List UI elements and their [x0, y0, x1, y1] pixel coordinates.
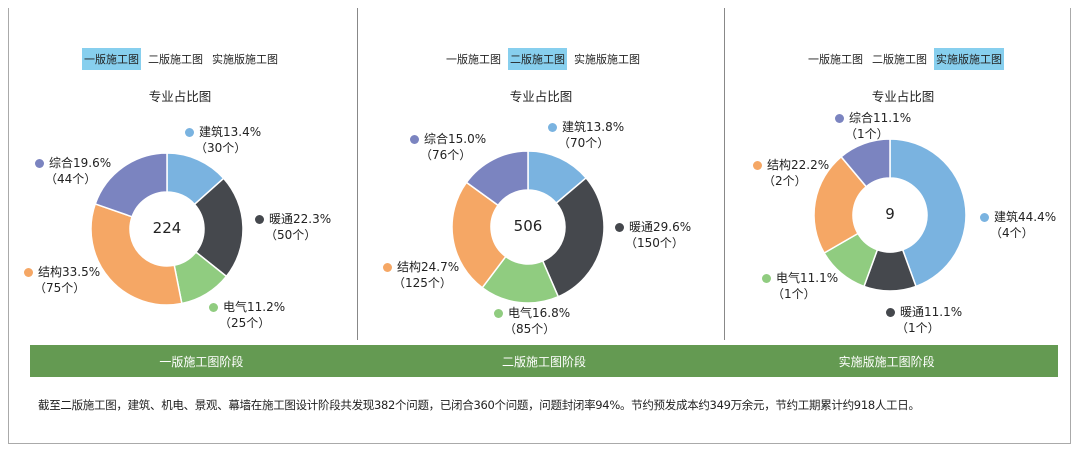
- slice-count: （85个）: [504, 322, 556, 336]
- legend-dot: [185, 128, 194, 137]
- slice-label: 暖通22.3% （50个）: [265, 211, 332, 243]
- slice-label: 暖通11.1% （1个）: [896, 304, 963, 336]
- slice-name-percent: 结构22.2%: [767, 158, 830, 172]
- slice-count: （1个）: [896, 321, 940, 335]
- slice-name-percent: 结构24.7%: [397, 260, 460, 274]
- chart-title: 专业占比图: [509, 89, 573, 104]
- legend-dot: [835, 114, 844, 123]
- chart-tabs: 一版施工图 二版施工图 实施版施工图: [444, 48, 642, 70]
- slice-label: 结构33.5% （75个）: [34, 264, 101, 296]
- legend-dot: [209, 303, 218, 312]
- slice-label: 综合19.6% （44个）: [45, 155, 112, 187]
- divider: [357, 8, 358, 340]
- slice-count: （30个）: [195, 141, 247, 155]
- slice-暖通: [541, 176, 605, 298]
- slice-结构: [90, 202, 183, 306]
- stage-label: 二版施工图阶段: [502, 354, 587, 369]
- slice-count: （44个）: [45, 172, 97, 186]
- slice-name-percent: 综合15.0%: [424, 132, 487, 146]
- slice-name-percent: 暖通11.1%: [900, 305, 963, 319]
- legend-dot: [255, 215, 264, 224]
- chart-title: 专业占比图: [148, 89, 212, 104]
- slice-count: （4个）: [990, 226, 1034, 240]
- tab-2[interactable]: 实施版施工图: [212, 53, 278, 66]
- donut-total: 224: [152, 219, 182, 237]
- chart-tabs: 一版施工图 二版施工图 实施版施工图: [82, 48, 280, 70]
- slice-综合: [94, 152, 168, 218]
- legend-dot: [24, 268, 33, 277]
- stage-bar: 一版施工图阶段 二版施工图阶段 实施版施工图阶段: [30, 345, 1058, 377]
- legend-dot: [615, 223, 624, 232]
- legend-dot: [980, 213, 989, 222]
- slice-综合: [840, 138, 891, 188]
- legend-dot: [548, 123, 557, 132]
- tab-0[interactable]: 一版施工图: [808, 53, 863, 66]
- slice-count: （75个）: [34, 281, 86, 295]
- legend-dot: [383, 263, 392, 272]
- slice-name-percent: 建筑44.4%: [994, 210, 1057, 224]
- legend-dot: [753, 161, 762, 170]
- chart-tabs: 一版施工图 二版施工图 实施版施工图: [806, 48, 1004, 70]
- slice-name-percent: 电气16.8%: [508, 306, 571, 320]
- divider: [724, 8, 725, 340]
- legend-dot: [35, 159, 44, 168]
- slice-name-percent: 综合19.6%: [49, 156, 112, 170]
- slice-name-percent: 暖通22.3%: [269, 212, 332, 226]
- tab-1[interactable]: 二版施工图: [508, 48, 567, 70]
- donut-total: 506: [513, 217, 543, 235]
- slice-建筑: [889, 138, 967, 288]
- slice-count: （125个）: [393, 276, 452, 290]
- legend-dot: [494, 309, 503, 318]
- slice-count: （2个）: [763, 174, 807, 188]
- slice-count: （50个）: [265, 228, 317, 242]
- slice-label: 结构24.7% （125个）: [393, 259, 460, 291]
- slice-count: （150个）: [625, 236, 684, 250]
- slice-name-percent: 结构33.5%: [38, 265, 101, 279]
- summary-note: 截至二版施工图，建筑、机电、景观、幕墙在施工图设计阶段共发现382个问题，已闭合…: [38, 398, 920, 412]
- slice-label: 综合15.0% （76个）: [420, 131, 487, 163]
- tab-1[interactable]: 二版施工图: [872, 53, 927, 66]
- slice-label: 电气16.8% （85个）: [504, 305, 571, 337]
- slice-count: （25个）: [219, 316, 271, 330]
- chart-title: 专业占比图: [871, 89, 935, 104]
- stage-label: 实施版施工图阶段: [838, 354, 935, 369]
- slice-name-percent: 暖通29.6%: [629, 220, 692, 234]
- slice-label: 电气11.1% （1个）: [772, 270, 839, 302]
- slice-count: （1个）: [845, 127, 889, 141]
- legend-dot: [762, 274, 771, 283]
- slice-count: （1个）: [772, 287, 816, 301]
- stage-label: 一版施工图阶段: [159, 354, 244, 369]
- tab-2[interactable]: 实施版施工图: [574, 53, 640, 66]
- slice-结构: [451, 181, 507, 289]
- slice-综合: [465, 150, 529, 207]
- tab-1[interactable]: 二版施工图: [148, 53, 203, 66]
- slice-count: （70个）: [558, 136, 610, 150]
- slice-name-percent: 建筑13.4%: [199, 125, 262, 139]
- slice-name-percent: 电气11.1%: [776, 271, 839, 285]
- slice-label: 电气11.2% （25个）: [219, 299, 286, 331]
- slice-name-percent: 建筑13.8%: [562, 120, 625, 134]
- donut-total: 9: [885, 205, 895, 223]
- tab-0[interactable]: 一版施工图: [446, 53, 501, 66]
- legend-dot: [410, 135, 419, 144]
- slice-label: 建筑13.4% （30个）: [195, 124, 262, 156]
- frame: [8, 8, 1071, 444]
- tab-2[interactable]: 实施版施工图: [934, 48, 1004, 70]
- slice-count: （76个）: [420, 148, 472, 162]
- tab-0[interactable]: 一版施工图: [82, 48, 141, 70]
- slice-label: 建筑13.8% （70个）: [558, 119, 625, 151]
- legend-dot: [886, 308, 895, 317]
- slice-name-percent: 综合11.1%: [849, 111, 912, 125]
- slice-label: 建筑44.4% （4个）: [990, 209, 1057, 241]
- slice-label: 暖通29.6% （150个）: [625, 219, 692, 251]
- slice-name-percent: 电气11.2%: [223, 300, 286, 314]
- slice-label: 结构22.2% （2个）: [763, 157, 830, 189]
- slice-label: 综合11.1% （1个）: [845, 110, 912, 142]
